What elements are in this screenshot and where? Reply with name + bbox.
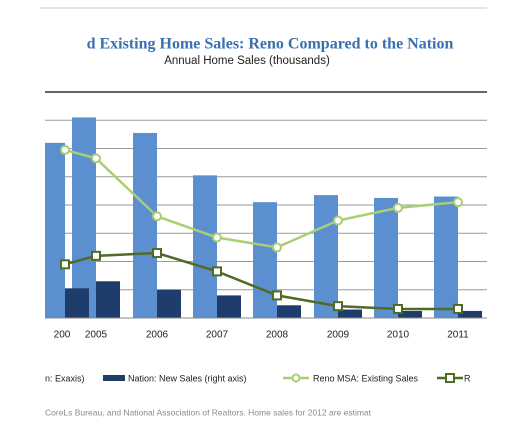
marker [333, 301, 343, 312]
marker [60, 144, 70, 155]
bar [398, 310, 422, 318]
chart-title: d Existing Home Sales: Reno Compared to … [87, 36, 454, 53]
marker [91, 153, 101, 164]
source-note: CoreLs Bureau, and National Association … [45, 407, 372, 417]
legend: n: Exaxis) Nation: New Sales (right axis)… [45, 373, 471, 383]
marker [393, 202, 403, 213]
x-tick-label: 2005 [85, 330, 108, 341]
marker [453, 197, 463, 208]
marker [152, 248, 162, 259]
bar [217, 295, 241, 318]
x-tick-label: 200 [54, 330, 71, 341]
bar [157, 289, 181, 318]
marker [333, 215, 343, 226]
legend-swatch [103, 375, 125, 381]
legend-label: R [464, 373, 471, 383]
marker [453, 303, 463, 314]
legend-marker [291, 373, 301, 383]
bar [72, 117, 96, 318]
bar [65, 288, 89, 318]
legend-label: n: Exaxis) [45, 373, 85, 383]
bar [374, 197, 398, 318]
bar [314, 195, 338, 318]
x-tick-label: 2011 [447, 330, 469, 341]
marker [152, 211, 162, 222]
bar [458, 310, 482, 318]
bar [277, 305, 301, 318]
x-tick-label: 2006 [146, 330, 169, 341]
marker [212, 266, 222, 277]
legend-label: Reno MSA: Existing Sales [313, 373, 419, 383]
plot-area [45, 117, 482, 318]
line [64, 251, 458, 311]
bar [133, 132, 157, 318]
chart-subtitle: Annual Home Sales (thousands) [164, 55, 330, 67]
bar [253, 202, 277, 318]
x-tick-label: 2008 [266, 330, 289, 341]
marker [212, 232, 222, 243]
marker [91, 250, 101, 261]
bar [45, 142, 65, 318]
legend-marker [445, 373, 455, 383]
bar [193, 175, 217, 318]
x-tick-label: 2010 [387, 330, 410, 341]
marker [272, 290, 282, 301]
x-tick-label: 2009 [327, 330, 350, 341]
bar [338, 309, 362, 318]
marker [393, 303, 403, 314]
marker [60, 259, 70, 270]
marker [272, 242, 282, 253]
bar [434, 196, 458, 318]
line [64, 148, 459, 249]
bar [96, 281, 120, 318]
x-tick-label: 2007 [206, 330, 229, 341]
legend-label: Nation: New Sales (right axis) [128, 373, 247, 383]
